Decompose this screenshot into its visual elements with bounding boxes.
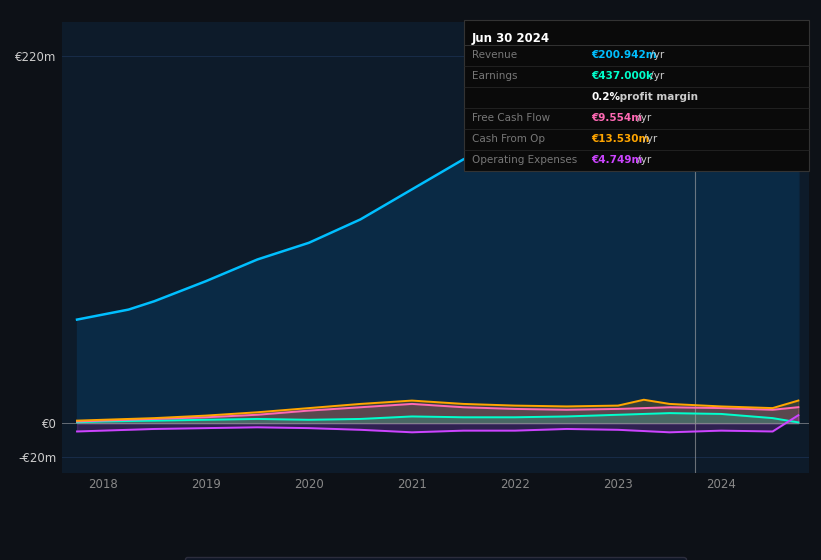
Text: Earnings: Earnings: [472, 71, 517, 81]
Text: €200.942m: €200.942m: [591, 50, 657, 60]
Text: 0.2%: 0.2%: [591, 92, 620, 102]
Text: profit margin: profit margin: [616, 92, 698, 102]
Text: €9.554m: €9.554m: [591, 113, 642, 123]
Text: /yr: /yr: [635, 113, 652, 123]
Text: /yr: /yr: [647, 50, 664, 60]
Text: /yr: /yr: [635, 155, 652, 165]
Text: Revenue: Revenue: [472, 50, 517, 60]
Text: Jun 30 2024: Jun 30 2024: [472, 32, 550, 45]
Text: /yr: /yr: [640, 134, 658, 144]
Text: €437.000k: €437.000k: [591, 71, 654, 81]
Text: €13.530m: €13.530m: [591, 134, 649, 144]
Legend: Revenue, Earnings, Free Cash Flow, Cash From Op, Operating Expenses: Revenue, Earnings, Free Cash Flow, Cash …: [185, 557, 686, 560]
Text: Operating Expenses: Operating Expenses: [472, 155, 577, 165]
Text: €4.749m: €4.749m: [591, 155, 643, 165]
Text: Cash From Op: Cash From Op: [472, 134, 545, 144]
Text: /yr: /yr: [647, 71, 664, 81]
Text: Free Cash Flow: Free Cash Flow: [472, 113, 550, 123]
